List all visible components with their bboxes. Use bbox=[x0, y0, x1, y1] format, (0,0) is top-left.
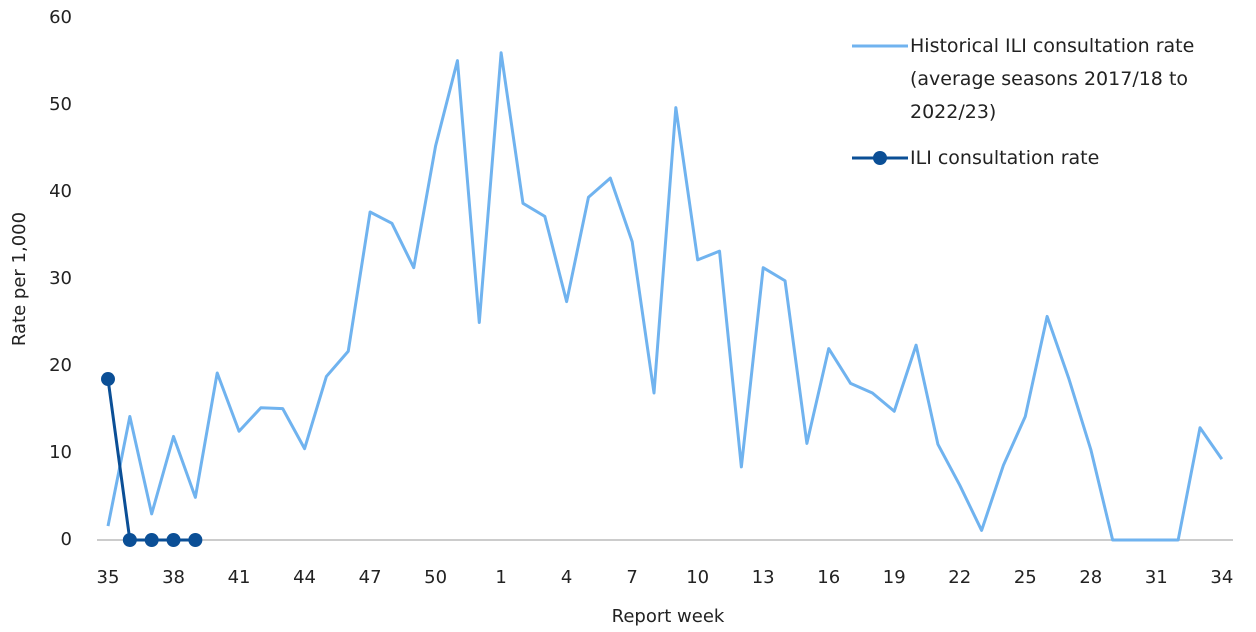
y-tick-label: 10 bbox=[49, 442, 72, 463]
x-tick-label: 22 bbox=[948, 567, 971, 588]
x-tick-label: 13 bbox=[752, 567, 775, 588]
x-tick-label: 47 bbox=[359, 567, 382, 588]
legend-label: ILI consultation rate bbox=[910, 147, 1100, 169]
marker bbox=[188, 533, 203, 547]
legend-label: Historical ILI consultation rate (averag… bbox=[910, 35, 1195, 123]
x-tick-label: 1 bbox=[495, 567, 506, 588]
x-tick-label: 44 bbox=[293, 567, 316, 588]
series-line bbox=[106, 51, 1224, 542]
marker bbox=[122, 533, 137, 547]
x-tick-label: 38 bbox=[162, 567, 185, 588]
x-tick-label: 28 bbox=[1079, 567, 1102, 588]
y-tick-label: 60 bbox=[49, 7, 72, 28]
y-axis-label: Rate per 1,000 bbox=[9, 212, 30, 346]
marker bbox=[101, 372, 115, 387]
legend-marker bbox=[873, 151, 887, 165]
y-tick-label: 30 bbox=[49, 268, 72, 289]
x-tick-label: 19 bbox=[883, 567, 906, 588]
x-tick-label: 25 bbox=[1014, 567, 1037, 588]
y-tick-label: 20 bbox=[49, 355, 72, 376]
x-tick-label: 34 bbox=[1210, 567, 1233, 588]
x-tick-label: 35 bbox=[97, 567, 120, 588]
x-tick-label: 31 bbox=[1145, 567, 1168, 588]
y-tick-label: 40 bbox=[49, 181, 72, 202]
y-tick-label: 50 bbox=[49, 94, 72, 115]
y-tick-label: 0 bbox=[61, 529, 72, 550]
marker bbox=[166, 533, 181, 547]
x-tick-label: 16 bbox=[817, 567, 840, 588]
x-tick-label: 7 bbox=[626, 567, 637, 588]
x-tick-label: 10 bbox=[686, 567, 709, 588]
x-tick-label: 50 bbox=[424, 567, 447, 588]
x-tick-label: 4 bbox=[561, 567, 572, 588]
x-tick-label: 41 bbox=[228, 567, 251, 588]
marker bbox=[144, 533, 159, 547]
x-axis-label: Report week bbox=[612, 606, 725, 627]
